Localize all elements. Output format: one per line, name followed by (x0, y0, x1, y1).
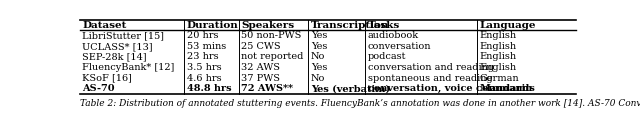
Text: 72 AWS**: 72 AWS** (241, 84, 293, 93)
Text: 25 CWS: 25 CWS (241, 42, 281, 51)
Text: 4.6 hrs: 4.6 hrs (187, 74, 221, 82)
Text: FluencyBank* [12]: FluencyBank* [12] (83, 63, 175, 72)
Text: English: English (479, 31, 516, 40)
Text: KSoF [16]: KSoF [16] (83, 74, 132, 82)
Text: spontaneous and reading: spontaneous and reading (367, 74, 492, 82)
Text: English: English (479, 42, 516, 51)
Text: podcast: podcast (367, 52, 406, 61)
Text: audiobook: audiobook (367, 31, 419, 40)
Text: not reported: not reported (241, 52, 303, 61)
Text: Language: Language (479, 21, 536, 30)
Text: 48.8 hrs: 48.8 hrs (187, 84, 231, 93)
Text: 3.5 hrs: 3.5 hrs (187, 63, 221, 72)
Text: Table 2: Distribution of annotated stuttering events. FluencyBank’s annotation w: Table 2: Distribution of annotated stutt… (80, 99, 640, 108)
Text: German: German (479, 74, 519, 82)
Text: SEP-28k [14]: SEP-28k [14] (83, 52, 147, 61)
Text: Speakers: Speakers (241, 21, 294, 30)
Text: 50 non-PWS: 50 non-PWS (241, 31, 301, 40)
Text: 37 PWS: 37 PWS (241, 74, 280, 82)
Text: conversation, voice commands: conversation, voice commands (367, 84, 534, 93)
Text: Yes: Yes (310, 42, 327, 51)
Text: Dataset: Dataset (83, 21, 127, 30)
Text: No: No (310, 52, 325, 61)
Text: 32 AWS: 32 AWS (241, 63, 280, 72)
Text: Transcription: Transcription (310, 21, 389, 30)
Text: AS-70: AS-70 (83, 84, 115, 93)
Text: conversation and reading: conversation and reading (367, 63, 494, 72)
Text: Mandarin: Mandarin (479, 84, 532, 93)
Text: English: English (479, 52, 516, 61)
Text: conversation: conversation (367, 42, 431, 51)
Text: No: No (310, 74, 325, 82)
Text: English: English (479, 63, 516, 72)
Text: Yes: Yes (310, 63, 327, 72)
Text: LibriStutter [15]: LibriStutter [15] (83, 31, 164, 40)
Text: Duration: Duration (187, 21, 238, 30)
Text: 20 hrs: 20 hrs (187, 31, 218, 40)
Text: Tasks: Tasks (367, 21, 400, 30)
Text: 23 hrs: 23 hrs (187, 52, 218, 61)
Text: Yes: Yes (310, 31, 327, 40)
Text: 53 mins: 53 mins (187, 42, 226, 51)
Text: UCLASS* [13]: UCLASS* [13] (83, 42, 153, 51)
Text: Yes (verbatim): Yes (verbatim) (310, 84, 390, 93)
